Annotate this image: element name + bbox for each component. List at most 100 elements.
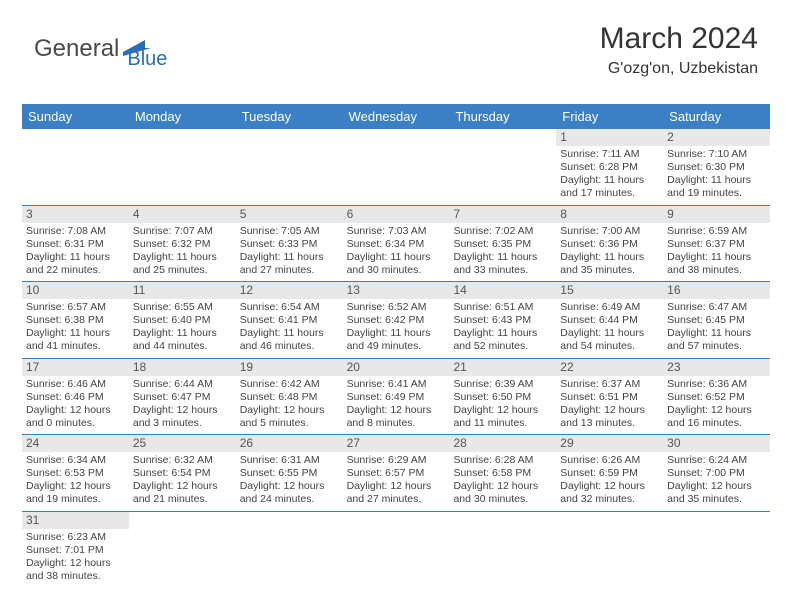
day-info-line: Daylight: 11 hours xyxy=(667,174,766,187)
day-number: 22 xyxy=(556,359,663,376)
day-number: 13 xyxy=(343,282,450,299)
day-cell xyxy=(22,129,129,205)
day-info-line: and 25 minutes. xyxy=(133,264,232,277)
day-number: 30 xyxy=(663,435,770,452)
day-cell: 27Sunrise: 6:29 AMSunset: 6:57 PMDayligh… xyxy=(343,435,450,511)
day-info-line: Daylight: 12 hours xyxy=(560,480,659,493)
day-cell: 16Sunrise: 6:47 AMSunset: 6:45 PMDayligh… xyxy=(663,282,770,358)
day-info-line: Daylight: 12 hours xyxy=(453,404,552,417)
day-cell: 21 Sunrise: 6:39 AMSunset: 6:50 PMDayligh… xyxy=(449,359,556,435)
day-info-line: Sunset: 6:52 PM xyxy=(667,391,766,404)
day-cell xyxy=(556,512,663,588)
brand-logo: General Blue xyxy=(34,26,167,71)
day-info-line: and 46 minutes. xyxy=(240,340,339,353)
day-info-line: Sunrise: 7:10 AM xyxy=(667,148,766,161)
day-number: 2 xyxy=(663,129,770,146)
day-info-line: Sunset: 6:32 PM xyxy=(133,238,232,251)
day-number: 12 xyxy=(236,282,343,299)
day-cell: 17Sunrise: 6:46 AMSunset: 6:46 PMDayligh… xyxy=(22,359,129,435)
day-cell: 14Sunrise: 6:51 AMSunset: 6:43 PMDayligh… xyxy=(449,282,556,358)
day-cell xyxy=(343,512,450,588)
day-info-line: Sunset: 6:58 PM xyxy=(453,467,552,480)
month-title: March 2024 xyxy=(600,22,758,56)
day-info-line: Daylight: 11 hours xyxy=(133,327,232,340)
day-info-line: Sunrise: 6:36 AM xyxy=(667,378,766,391)
day-cell xyxy=(129,512,236,588)
day-cell: 28 Sunrise: 6:28 AMSunset: 6:58 PMDayligh… xyxy=(449,435,556,511)
week-row: 10Sunrise: 6:57 AMSunset: 6:38 PMDayligh… xyxy=(22,282,770,359)
day-info-line: Sunset: 6:43 PM xyxy=(453,314,552,327)
day-number: 7 xyxy=(449,206,556,223)
day-info-line: Daylight: 12 hours xyxy=(240,404,339,417)
day-cell xyxy=(449,129,556,205)
day-info-line: Sunrise: 6:32 AM xyxy=(133,454,232,467)
day-number: 3 xyxy=(22,206,129,223)
day-info-line: Sunset: 6:45 PM xyxy=(667,314,766,327)
day-number: 18 xyxy=(129,359,236,376)
day-info-line: Sunrise: 7:08 AM xyxy=(26,225,125,238)
day-info-line: Sunset: 6:51 PM xyxy=(560,391,659,404)
day-info-line: Sunset: 6:53 PM xyxy=(26,467,125,480)
week-row: 17Sunrise: 6:46 AMSunset: 6:46 PMDayligh… xyxy=(22,359,770,436)
day-info-line: and 22 minutes. xyxy=(26,264,125,277)
day-cell: 13Sunrise: 6:52 AMSunset: 6:42 PMDayligh… xyxy=(343,282,450,358)
day-info-line: Sunrise: 6:46 AM xyxy=(26,378,125,391)
day-info-line: Sunrise: 6:31 AM xyxy=(240,454,339,467)
day-info-line: Sunset: 6:57 PM xyxy=(347,467,446,480)
day-cell xyxy=(129,129,236,205)
day-info-line: Sunrise: 6:39 AM xyxy=(453,378,552,391)
day-number: 28 xyxy=(449,435,556,452)
brand-part2: Blue xyxy=(127,48,167,71)
day-info-line: Sunset: 6:37 PM xyxy=(667,238,766,251)
day-info-line: and 54 minutes. xyxy=(560,340,659,353)
day-cell: 1Sunrise: 7:11 AMSunset: 6:28 PMDaylight… xyxy=(556,129,663,205)
day-info-line: Daylight: 11 hours xyxy=(667,251,766,264)
day-number: 21 xyxy=(449,359,556,376)
day-header: Sunday xyxy=(22,104,129,129)
day-cell: 2 Sunrise: 7:10 AMSunset: 6:30 PMDaylight… xyxy=(663,129,770,205)
day-info-line: and 35 minutes. xyxy=(560,264,659,277)
day-info-line: Sunrise: 6:55 AM xyxy=(133,301,232,314)
day-cell: 20Sunrise: 6:41 AMSunset: 6:49 PMDayligh… xyxy=(343,359,450,435)
day-info-line: Daylight: 12 hours xyxy=(240,480,339,493)
day-info-line: and 38 minutes. xyxy=(26,570,125,583)
day-cell: 15Sunrise: 6:49 AMSunset: 6:44 PMDayligh… xyxy=(556,282,663,358)
day-info-line: Sunset: 6:36 PM xyxy=(560,238,659,251)
day-header: Thursday xyxy=(449,104,556,129)
day-cell: 26Sunrise: 6:31 AMSunset: 6:55 PMDayligh… xyxy=(236,435,343,511)
day-info-line: Daylight: 12 hours xyxy=(26,404,125,417)
day-info-line: Sunrise: 6:23 AM xyxy=(26,531,125,544)
week-row: 3 Sunrise: 7:08 AMSunset: 6:31 PM Daylight… xyxy=(22,206,770,283)
day-info-line: Daylight: 11 hours xyxy=(347,251,446,264)
day-info-line: Sunset: 6:30 PM xyxy=(667,161,766,174)
day-number: 29 xyxy=(556,435,663,452)
day-cell: 11Sunrise: 6:55 AMSunset: 6:40 PMDayligh… xyxy=(129,282,236,358)
day-info-line: Daylight: 12 hours xyxy=(26,557,125,570)
day-number: 20 xyxy=(343,359,450,376)
location-label: G'ozg'on, Uzbekistan xyxy=(600,60,758,78)
day-info-line: Daylight: 12 hours xyxy=(133,480,232,493)
day-info-line: and 41 minutes. xyxy=(26,340,125,353)
day-info-line: Sunrise: 6:34 AM xyxy=(26,454,125,467)
day-cell: 12Sunrise: 6:54 AMSunset: 6:41 PMDayligh… xyxy=(236,282,343,358)
day-info-line: Daylight: 12 hours xyxy=(453,480,552,493)
day-info-line: Sunrise: 6:28 AM xyxy=(453,454,552,467)
day-info-line: and 38 minutes. xyxy=(667,264,766,277)
day-info-line: Sunset: 6:49 PM xyxy=(347,391,446,404)
day-cell xyxy=(343,129,450,205)
day-info-line: Sunset: 6:50 PM xyxy=(453,391,552,404)
day-number: 1 xyxy=(556,129,663,146)
day-info-line: Sunset: 6:44 PM xyxy=(560,314,659,327)
week-row: 1Sunrise: 7:11 AMSunset: 6:28 PMDaylight… xyxy=(22,129,770,206)
day-info-line: Sunset: 6:41 PM xyxy=(240,314,339,327)
day-info-line: and 30 minutes. xyxy=(347,264,446,277)
day-cell: 30Sunrise: 6:24 AMSunset: 7:00 PMDayligh… xyxy=(663,435,770,511)
day-header: Monday xyxy=(129,104,236,129)
day-number: 19 xyxy=(236,359,343,376)
day-info-line: and 13 minutes. xyxy=(560,417,659,430)
day-number: 10 xyxy=(22,282,129,299)
day-info-line: and 5 minutes. xyxy=(240,417,339,430)
day-cell: 23Sunrise: 6:36 AMSunset: 6:52 PMDayligh… xyxy=(663,359,770,435)
day-cell: 19Sunrise: 6:42 AMSunset: 6:48 PMDayligh… xyxy=(236,359,343,435)
day-info-line: Sunset: 6:31 PM xyxy=(26,238,125,251)
